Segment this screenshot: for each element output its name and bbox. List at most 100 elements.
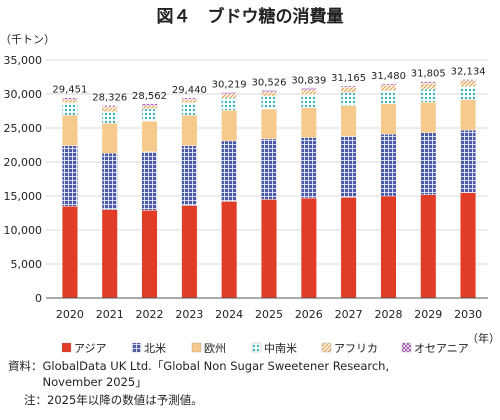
bar-segment-1	[300, 137, 317, 199]
y-tick-label: 25,000	[4, 122, 43, 135]
bar-segment-0	[460, 192, 477, 299]
bar-segment-4	[300, 89, 317, 95]
bar-segment-4	[340, 86, 357, 93]
bar-segment-0	[61, 205, 78, 299]
total-label: 30,839	[291, 75, 326, 86]
x-tick-label: 2026	[295, 308, 323, 321]
bar-segment-4	[141, 105, 158, 110]
bar-segment-2	[141, 120, 158, 152]
forecast-note: 注：2025年以降の数値は予測値。	[24, 393, 203, 407]
bar-segment-2	[300, 107, 317, 138]
bar-segment-4	[101, 106, 118, 112]
x-tick-label: 2023	[175, 308, 203, 321]
total-label: 28,562	[132, 91, 167, 102]
total-label: 28,326	[92, 92, 127, 103]
y-tick-label: 15,000	[4, 190, 43, 203]
legend-label: アジア	[74, 342, 107, 355]
y-axis-unit-label: （千トン）	[0, 33, 55, 46]
bar-segment-1	[61, 145, 78, 207]
bar-segment-3	[340, 92, 357, 106]
bar-segment-0	[141, 210, 158, 299]
legend-swatch-0	[61, 342, 72, 353]
total-label: 30,219	[212, 80, 247, 91]
bar-segment-0	[261, 199, 277, 299]
y-tick-label: 35,000	[4, 54, 43, 67]
bar-segment-5	[300, 88, 317, 91]
bar-segment-1	[261, 138, 277, 200]
bar-segment-3	[141, 108, 158, 122]
bar-segment-0	[181, 205, 198, 299]
bar-segment-1	[420, 132, 437, 195]
bar-segment-3	[221, 97, 238, 111]
chart-title: 図４ ブドウ糖の消費量	[157, 6, 344, 27]
legend-label: オセアニア	[414, 342, 469, 355]
bar-segment-1	[460, 129, 477, 193]
bar-segment-1	[101, 152, 118, 210]
y-tick-label: 0	[35, 292, 42, 305]
total-label: 31,805	[411, 69, 446, 80]
bar-segment-2	[380, 103, 397, 135]
bar-segment-4	[460, 80, 477, 87]
bar-segment-5	[101, 105, 118, 108]
bar-segment-2	[101, 123, 118, 154]
bar-segment-2	[221, 110, 238, 142]
bar-segment-2	[61, 114, 78, 146]
bar-segment-2	[181, 114, 198, 146]
bar-segment-3	[181, 102, 198, 116]
bar-segment-5	[261, 90, 277, 93]
y-tick-label: 10,000	[4, 224, 43, 237]
bar-segment-4	[181, 98, 198, 104]
legend-swatch-1	[131, 342, 142, 353]
legend-label: 中南米	[264, 342, 297, 355]
y-tick-label: 5,000	[11, 258, 43, 271]
y-axis-ticks: 0 5,000 10,000 15,000 20,000 25,000 30,000 35,0…	[4, 54, 43, 305]
bar-segment-3	[380, 90, 397, 104]
bar-segment-5	[181, 97, 198, 100]
x-axis-ticks: 2020 2021 2022 2023 2024 2025 2026 2027 2028 2029…	[56, 308, 482, 321]
x-tick-label: 2022	[136, 308, 164, 321]
bar-segment-1	[141, 151, 158, 211]
total-label: 30,526	[252, 77, 287, 88]
bar-segment-5	[380, 83, 397, 86]
bar-segment-1	[380, 133, 397, 197]
bar-segment-3	[420, 89, 437, 103]
bar-segment-0	[380, 195, 397, 299]
total-label: 32,134	[451, 66, 486, 77]
x-tick-label: 2030	[454, 308, 482, 321]
bar-segment-5	[340, 85, 357, 88]
bar-segment-3	[460, 86, 477, 100]
x-tick-label: 2029	[414, 308, 442, 321]
bar-segment-0	[420, 194, 437, 299]
legend: アジア 北米 欧州 中南米 アフリカ オセアニア	[61, 342, 469, 355]
x-tick-label: 2027	[335, 308, 363, 321]
bar-segment-1	[181, 145, 198, 206]
x-tick-label: 2024	[215, 308, 243, 321]
bar-segment-5	[221, 92, 238, 95]
x-tick-label: 2025	[255, 308, 283, 321]
legend-label: アフリカ	[334, 342, 378, 355]
bar-segment-3	[300, 94, 317, 108]
x-tick-label: 2020	[56, 308, 84, 321]
x-axis-unit-label: （年）	[467, 331, 500, 345]
bar-segment-3	[101, 111, 118, 124]
legend-swatch-3	[251, 342, 262, 353]
bar-segment-5	[61, 97, 78, 100]
bar-segment-4	[261, 91, 277, 97]
bar-segment-2	[420, 101, 437, 133]
x-tick-label: 2021	[96, 308, 124, 321]
legend-swatch-2	[191, 342, 202, 353]
x-tick-label: 2028	[374, 308, 402, 321]
bar-segment-3	[61, 102, 78, 116]
total-label: 31,480	[371, 71, 406, 82]
y-tick-label: 20,000	[4, 156, 43, 169]
bar-segment-3	[261, 95, 277, 110]
bar-segment-5	[141, 103, 158, 106]
bar-segment-4	[61, 99, 78, 104]
bar-segment-2	[261, 108, 277, 140]
source-note: 資料：GlobalData UK Ltd.「Global Non Sugar S…	[8, 359, 390, 373]
bar-segment-4	[380, 84, 397, 91]
bar-segment-0	[300, 197, 317, 299]
legend-swatch-4	[321, 342, 332, 353]
bar-segment-0	[221, 201, 238, 299]
legend-label: 欧州	[204, 342, 226, 355]
